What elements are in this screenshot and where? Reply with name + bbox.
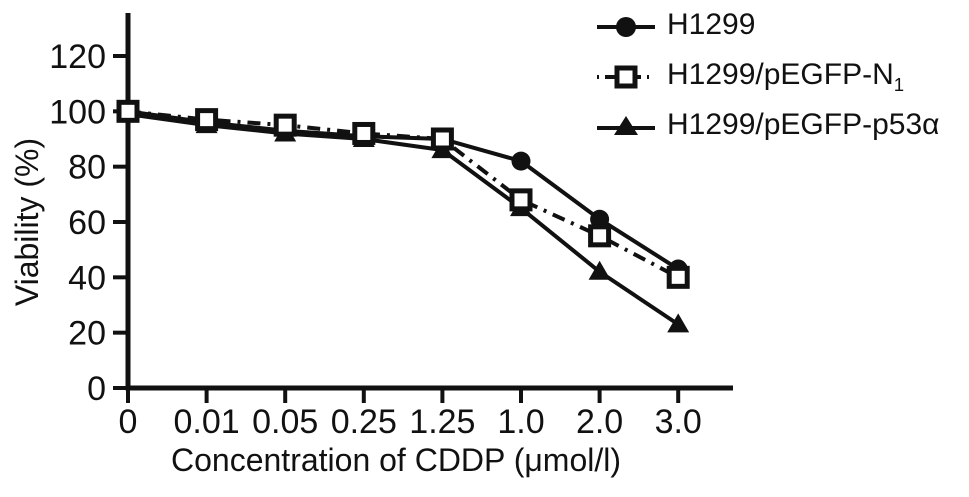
x-tick-label: 3.0 <box>655 403 702 441</box>
legend-label-h1299-pegfp-n1: H1299/pEGFP-N1 <box>667 57 905 95</box>
marker-square-h1299-pegfp-n1 <box>666 265 690 289</box>
x-tick-label: 0.05 <box>252 403 318 441</box>
y-tick-label: 80 <box>68 149 106 187</box>
x-tick-label: 0.01 <box>174 403 240 441</box>
legend-item-h1299-pegfp-p53a: H1299/pEGFP-p53α <box>597 102 940 152</box>
marker-square-h1299-pegfp-n1 <box>430 127 454 151</box>
y-tick-label: 40 <box>68 259 106 297</box>
series-line-h1299-pegfp-n1 <box>127 109 680 280</box>
x-tick-label: 1.25 <box>409 403 475 441</box>
marker-square-h1299-pegfp-n1 <box>195 108 219 132</box>
filled-triangle-marker-icon <box>597 116 655 135</box>
legend-item-h1299-pegfp-n1: H1299/pEGFP-N1 <box>597 52 940 102</box>
legend: H1299 H1299/pEGFP-N1 H1299/pEGFP-p53α <box>597 2 940 152</box>
legend-label-h1299-pegfp-p53a: H1299/pEGFP-p53α <box>667 107 940 141</box>
open-square-marker-icon <box>597 65 655 89</box>
marker-triangle-h1299-pegfp-p53a <box>667 313 690 333</box>
x-axis-title: Concentration of CDDP (μmol/l) <box>171 442 621 478</box>
series-line-h1299-pegfp-p53a <box>127 112 680 327</box>
marker-circle-h1299 <box>590 209 610 229</box>
marker-circle-h1299 <box>511 151 531 171</box>
marker-square-h1299-pegfp-n1 <box>273 113 297 137</box>
marker-square-h1299-pegfp-n1 <box>509 188 533 212</box>
x-tick-label: 2.0 <box>576 403 623 441</box>
legend-item-h1299: H1299 <box>597 2 940 52</box>
legend-label-h1299: H1299 <box>667 7 756 41</box>
marker-square-h1299-pegfp-n1 <box>588 224 612 248</box>
filled-circle-marker-icon <box>597 17 655 37</box>
marker-triangle-h1299-pegfp-p53a <box>588 260 611 280</box>
y-tick-label: 20 <box>68 315 106 353</box>
x-tick-label: 0 <box>119 403 138 441</box>
y-tick-label: 120 <box>49 38 106 76</box>
y-tick-label: 100 <box>49 93 106 131</box>
y-tick-label: 60 <box>68 204 106 242</box>
marker-square-h1299-pegfp-n1 <box>116 99 140 123</box>
y-tick-label: 0 <box>87 370 106 408</box>
x-tick-label: 1.0 <box>497 403 544 441</box>
marker-square-h1299-pegfp-n1 <box>352 121 376 145</box>
y-axis-title: Viability (%) <box>9 138 45 306</box>
x-tick-label: 0.25 <box>331 403 397 441</box>
